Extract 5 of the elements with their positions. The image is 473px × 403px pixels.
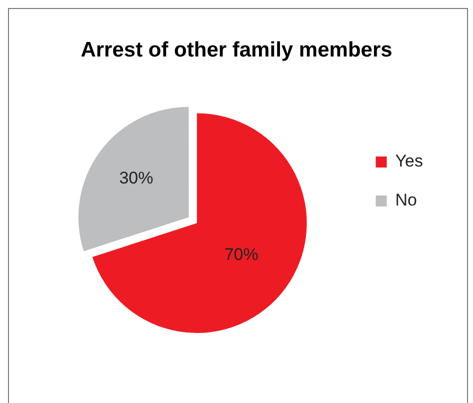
data-label: 70% [224, 245, 258, 264]
legend-label: No [395, 190, 417, 210]
legend-label: Yes [395, 152, 423, 171]
data-label: 30% [119, 168, 154, 188]
chart-title: Arrest of other family members [80, 38, 392, 62]
